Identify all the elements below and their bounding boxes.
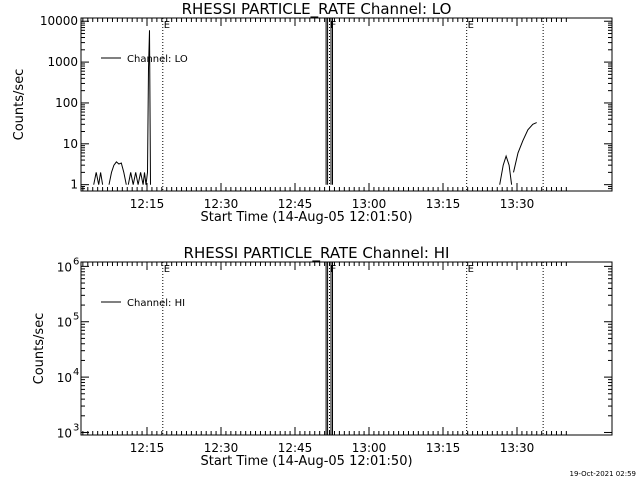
panel-0-x-tick-label: 12:30: [204, 197, 239, 211]
panel-0-x-tick-label: 13:15: [426, 197, 461, 211]
panel-1-y-tick-label: 10: [57, 316, 72, 330]
panel-0-data-line: [513, 122, 537, 173]
panel-1-x-tick-label: 12:30: [204, 441, 239, 455]
panel-0-y-axis-label: Counts/sec: [12, 69, 27, 141]
panel-0-data-line: [325, 17, 329, 185]
panel-0-data-line: [330, 17, 333, 185]
panel-0-data-line: [127, 172, 147, 185]
panel-0-y-tick-label: 1000: [47, 55, 78, 69]
panel-1-y-tick-label: 10: [57, 426, 72, 440]
panel-0-data-line: [108, 161, 127, 185]
panel-1-marker-label: E: [468, 264, 474, 275]
panel-1-marker-label: E: [164, 264, 170, 275]
panel-0-data-line: [145, 30, 151, 185]
panel-0-x-tick-label: 12:45: [278, 197, 313, 211]
panel-0-x-axis-label: Start Time (14-Aug-05 12:01:50): [200, 210, 412, 225]
panel-0-y-tick-label: 1: [70, 178, 78, 192]
panel-1-data-line: [325, 261, 329, 435]
panel-1-y-axis-label: Counts/sec: [32, 313, 47, 385]
panel-0-legend-label: Channel: LO: [127, 54, 188, 65]
panel-1-y-tick-exponent: 6: [73, 256, 79, 267]
panel-1-y-tick-exponent: 3: [73, 422, 79, 433]
panel-1-x-tick-label: 13:00: [352, 441, 387, 455]
panel-0-data-line: [93, 172, 104, 185]
panel-0-x-tick-label: 12:15: [130, 197, 165, 211]
panel-1-x-tick-label: 13:15: [426, 441, 461, 455]
panel-0-marker-label: E: [468, 20, 474, 31]
panel-1-x-tick-label: 12:15: [130, 441, 165, 455]
panel-0-data-line: [499, 154, 513, 185]
panel-0-marker-label: E: [164, 20, 170, 31]
panel-1-title: RHESSI PARTICLE_RATE Channel: HI: [184, 244, 450, 263]
panel-1-x-tick-label: 12:45: [278, 441, 313, 455]
panel-0-y-tick-label: 100: [55, 96, 78, 110]
timestamp: 19-Oct-2021 02:59: [569, 470, 636, 478]
panel-0-y-tick-label: 10: [63, 137, 78, 151]
panel-1-y-tick-label: 10: [57, 260, 72, 274]
panel-1-y-tick-label: 10: [57, 371, 72, 385]
panel-0-title: RHESSI PARTICLE_RATE Channel: LO: [182, 0, 452, 19]
panel-0-marker-label: F: [331, 20, 337, 31]
panel-1-frame: [80, 261, 613, 436]
panel-1-marker-label: F: [331, 264, 337, 275]
panel-0-y-tick-label: 10000: [40, 14, 78, 28]
panel-1-y-tick-exponent: 4: [73, 367, 79, 378]
panel-0-x-tick-label: 13:30: [500, 197, 535, 211]
panel-1-legend-label: Channel: HI: [127, 298, 185, 309]
panel-1-data-line: [330, 261, 333, 435]
panel-0-frame: [80, 17, 613, 192]
panel-1-x-axis-label: Start Time (14-Aug-05 12:01:50): [200, 454, 412, 469]
panel-1-x-tick-label: 13:30: [500, 441, 535, 455]
panel-0-x-tick-label: 13:00: [352, 197, 387, 211]
panel-1-y-tick-exponent: 5: [73, 312, 79, 323]
